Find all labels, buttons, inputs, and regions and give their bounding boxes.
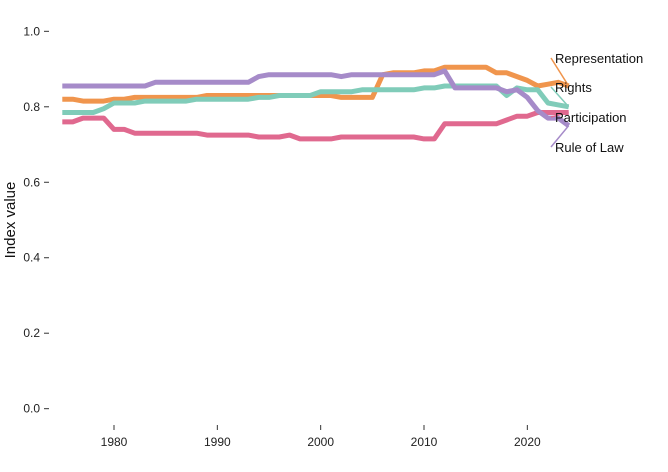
series-label-leader: [550, 111, 569, 118]
x-tick-label: 1980: [101, 435, 128, 449]
x-tick-label: 2020: [514, 435, 541, 449]
series-label-leader: [550, 125, 570, 148]
y-axis: 0.0 0.2 0.4 0.6 0.8 1.0: [23, 24, 49, 416]
series-label: Participation: [555, 110, 627, 125]
y-tick-label: 0.4: [23, 251, 40, 265]
series-label-leader: [550, 86, 570, 108]
series-label: Rule of Law: [555, 140, 624, 155]
series-line-rule-of-law: [62, 68, 571, 128]
y-axis-title: Index value: [2, 182, 19, 259]
x-tick-label: 2010: [411, 435, 438, 449]
x-tick-label: 2000: [307, 435, 334, 449]
y-tick-label: 0.8: [23, 100, 40, 114]
series-labels: Representation Rights Participation Rule of…: [550, 51, 643, 155]
y-tick-label: 1.0: [23, 24, 40, 38]
y-tick-label: 0.6: [23, 175, 40, 189]
series-label-leader: [550, 57, 570, 87]
series-line-participation: [62, 110, 569, 142]
x-tick-label: 1990: [204, 435, 231, 449]
y-tick-label: 0.2: [23, 326, 40, 340]
x-axis: 1980 1990 2000 2010 2020: [101, 425, 541, 449]
series-lines: [62, 64, 571, 142]
series-label: Rights: [555, 80, 592, 95]
y-tick-label: 0.0: [23, 402, 40, 416]
series-label: Representation: [555, 51, 643, 66]
